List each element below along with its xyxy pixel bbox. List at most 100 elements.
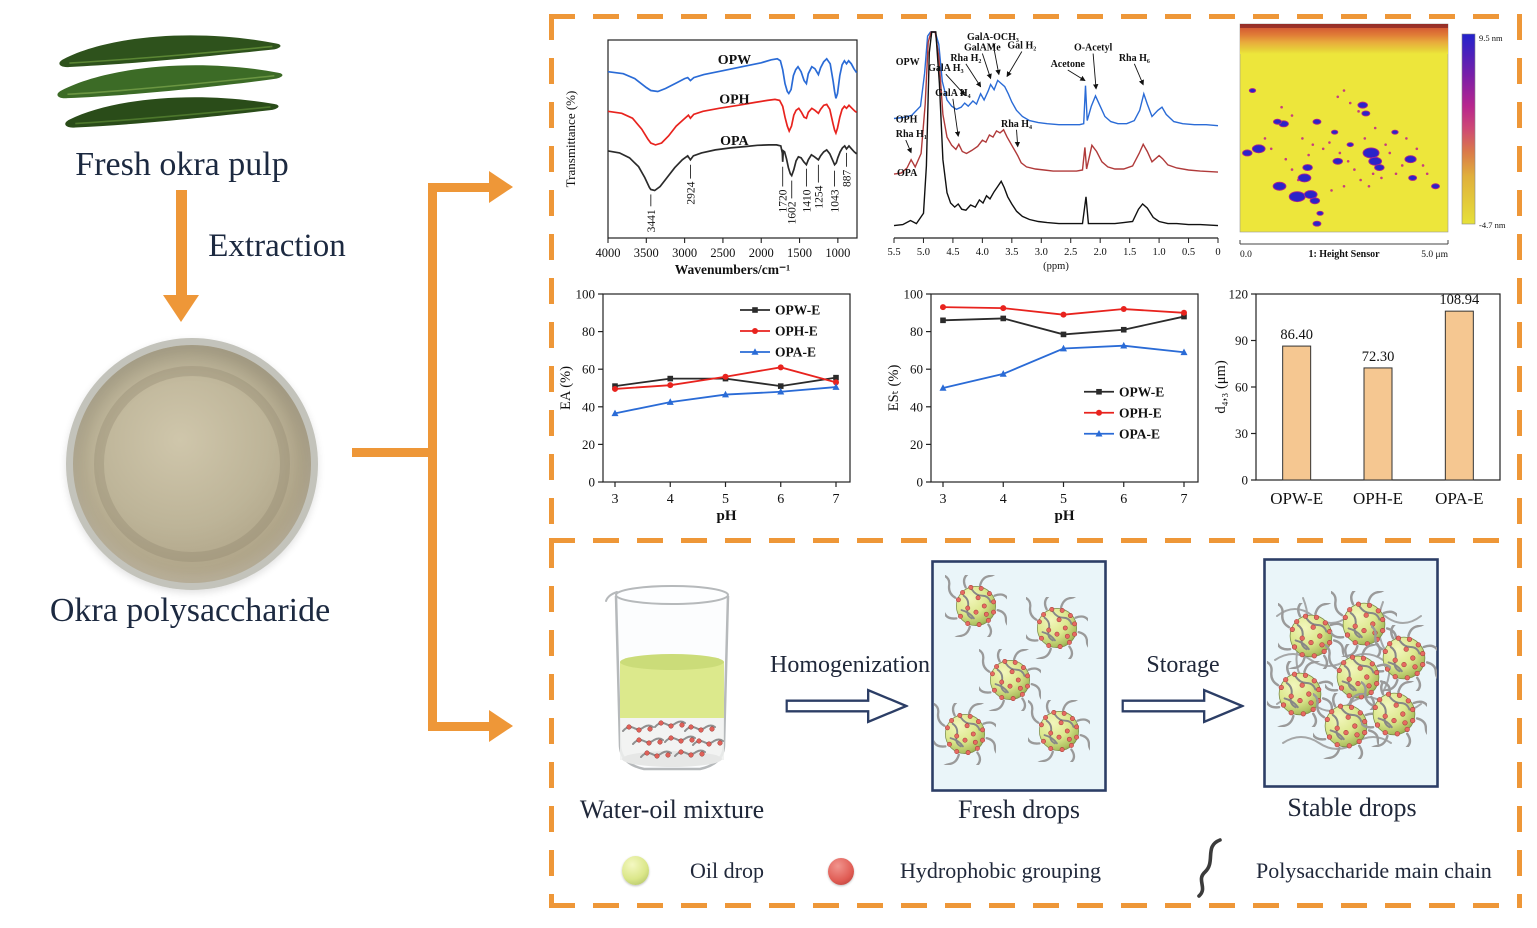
- svg-text:60: 60: [582, 362, 595, 377]
- svg-text:OPH-E: OPH-E: [1119, 405, 1162, 420]
- branch-connector-line: [352, 448, 437, 457]
- svg-text:5: 5: [722, 492, 729, 507]
- extraction-arrow-shaft: [176, 190, 187, 296]
- svg-text:OPW: OPW: [896, 57, 920, 68]
- svg-text:86.40: 86.40: [1280, 327, 1313, 343]
- bar-OPH-E: [1363, 367, 1393, 481]
- svg-text:2000: 2000: [749, 246, 774, 260]
- svg-text:Transmittance (%): Transmittance (%): [563, 91, 578, 188]
- svg-text:OPH: OPH: [896, 115, 918, 126]
- svg-text:0.0: 0.0: [1240, 250, 1252, 260]
- powder-swirl: [94, 366, 290, 562]
- hydrophobic-group-icon: [828, 858, 854, 885]
- svg-text:80: 80: [910, 324, 923, 339]
- branch-bottom-arrow-head: [489, 710, 513, 742]
- chain-legend-label: Polysaccharide main chain: [1256, 858, 1492, 883]
- svg-text:OPW-E: OPW-E: [1119, 384, 1164, 399]
- svg-text:O-Acetyl: O-Acetyl: [1074, 43, 1113, 54]
- trace-OPA: [607, 144, 858, 192]
- hydrophobic-legend-label: Hydrophobic grouping: [900, 858, 1102, 883]
- svg-text:4: 4: [667, 492, 674, 507]
- svg-text:OPA-E: OPA-E: [775, 345, 816, 360]
- trace-OPW: [893, 31, 1219, 127]
- svg-text:1500: 1500: [787, 246, 812, 260]
- svg-text:1410: 1410: [801, 189, 813, 212]
- svg-text:30: 30: [1235, 426, 1248, 441]
- svg-text:72.30: 72.30: [1362, 349, 1395, 365]
- svg-text:9.5 nm: 9.5 nm: [1479, 33, 1503, 43]
- svg-text:OPW-E: OPW-E: [775, 303, 820, 318]
- svg-text:1254: 1254: [813, 185, 825, 208]
- svg-text:Rha H₆: Rha H₆: [1119, 53, 1150, 64]
- branch-top-arrow-head: [489, 171, 513, 203]
- svg-text:2.5: 2.5: [1064, 247, 1077, 258]
- svg-text:108.94: 108.94: [1439, 292, 1480, 308]
- svg-text:OPA: OPA: [720, 134, 749, 149]
- svg-text:5.0: 5.0: [917, 247, 930, 258]
- svg-text:3500: 3500: [634, 246, 659, 260]
- svg-text:Rha H₂: Rha H₂: [950, 53, 981, 64]
- oil-drop-icon: [622, 856, 649, 885]
- water-oil-label: Water-oil mixture: [579, 795, 765, 824]
- svg-text:OPA-E: OPA-E: [1119, 426, 1160, 441]
- svg-text:100: 100: [904, 287, 924, 302]
- svg-text:Rha H₄: Rha H₄: [1001, 119, 1032, 130]
- okra-polysaccharide-label: Okra polysaccharide: [49, 592, 331, 629]
- trace-OPH: [607, 98, 858, 146]
- oil-drop-legend-label: Oil drop: [690, 858, 764, 883]
- svg-text:90: 90: [1235, 333, 1248, 348]
- svg-text:ESₜ (%): ESₜ (%): [886, 365, 902, 412]
- series-OPA-E: [942, 344, 1185, 389]
- okra-pods-image: [57, 35, 283, 128]
- svg-text:3441: 3441: [646, 209, 658, 232]
- svg-text:3.5: 3.5: [1005, 247, 1018, 258]
- svg-text:5: 5: [1060, 492, 1067, 507]
- svg-text:1.5: 1.5: [1123, 247, 1136, 258]
- svg-text:4000: 4000: [596, 246, 621, 260]
- ea-ph-chart: 0 20 40 60 80 100 3 4 5 6 7 pH EA (%) OPW-E OPH-E OPA-E: [558, 287, 851, 524]
- svg-text:3: 3: [612, 492, 619, 507]
- svg-text:OPA: OPA: [897, 168, 918, 179]
- svg-text:2924: 2924: [685, 181, 697, 204]
- trace-OPW: [607, 57, 858, 99]
- svg-text:0: 0: [917, 475, 924, 490]
- branch-bottom-line: [428, 722, 490, 731]
- svg-text:GalAMe: GalAMe: [964, 43, 1001, 54]
- svg-text:1000: 1000: [825, 246, 850, 260]
- svg-text:Acetone: Acetone: [1051, 59, 1086, 70]
- bar-OPW-E: [1282, 345, 1312, 481]
- svg-text:3: 3: [940, 492, 947, 507]
- svg-text:120: 120: [1229, 287, 1249, 302]
- nmr-spectra-chart: 5.5 5.0 4.5 4.0 3.5 3.0 2.5 2.0 1.5 1.0 0.5 0 (ppm) O…: [887, 31, 1221, 272]
- afm-height-image: 9.5 nm -4.7 nm 0.0 1: Height Sensor 5.0 μm: [1239, 23, 1506, 260]
- svg-text:3000: 3000: [672, 246, 697, 260]
- svg-text:100: 100: [576, 287, 596, 302]
- svg-text:GalA H₄: GalA H₄: [935, 88, 971, 99]
- svg-text:GalA-OCH₃: GalA-OCH₃: [967, 32, 1019, 43]
- svg-text:1602: 1602: [787, 201, 799, 224]
- svg-text:60: 60: [1235, 380, 1248, 395]
- svg-text:3.0: 3.0: [1035, 247, 1048, 258]
- storage-arrow: [1121, 688, 1244, 724]
- svg-text:20: 20: [910, 437, 923, 452]
- svg-text:5.0 μm: 5.0 μm: [1421, 250, 1448, 260]
- bar-OPA-E: [1444, 310, 1474, 481]
- extraction-label: Extraction: [208, 228, 346, 264]
- svg-text:Gal H₂: Gal H₂: [1007, 40, 1036, 51]
- svg-text:1: Height Sensor: 1: Height Sensor: [1308, 249, 1380, 260]
- branch-vertical-line: [428, 183, 437, 731]
- svg-text:0: 0: [1215, 247, 1220, 258]
- panel-divider: [549, 538, 1522, 543]
- svg-text:1720: 1720: [778, 189, 790, 212]
- beaker-illustration: [605, 585, 730, 771]
- svg-text:40: 40: [582, 399, 595, 414]
- droplet-size-bar-chart: 0 30 60 90 120 86.40 OPW-E 72.30 OPH-E 108.94 OPA-…: [1213, 287, 1501, 508]
- svg-text:20: 20: [582, 437, 595, 452]
- fresh-drops-box: [931, 560, 1107, 792]
- svg-text:80: 80: [582, 324, 595, 339]
- svg-text:Rha H₁: Rha H₁: [896, 129, 927, 140]
- svg-text:OPW: OPW: [718, 53, 751, 68]
- svg-text:4: 4: [1000, 492, 1007, 507]
- branch-top-line: [428, 183, 490, 192]
